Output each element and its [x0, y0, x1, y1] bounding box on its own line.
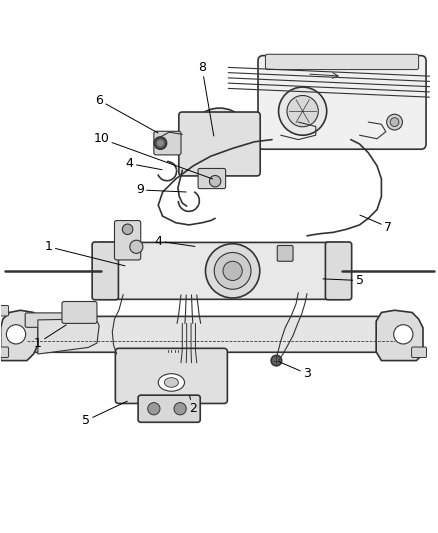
FancyBboxPatch shape — [411, 347, 426, 358]
Circle shape — [386, 114, 402, 130]
Circle shape — [130, 240, 143, 253]
Circle shape — [157, 140, 163, 146]
Text: 2: 2 — [189, 396, 197, 415]
FancyBboxPatch shape — [115, 349, 227, 403]
Polygon shape — [375, 310, 422, 361]
FancyBboxPatch shape — [92, 242, 118, 300]
FancyBboxPatch shape — [178, 112, 260, 176]
Circle shape — [207, 127, 231, 151]
FancyBboxPatch shape — [198, 168, 225, 189]
Circle shape — [286, 95, 318, 127]
Ellipse shape — [158, 374, 184, 391]
Text: 6: 6 — [95, 94, 158, 133]
Circle shape — [148, 402, 159, 415]
Text: 8: 8 — [198, 61, 213, 136]
Text: 5: 5 — [82, 401, 127, 427]
Circle shape — [389, 118, 398, 126]
Circle shape — [393, 325, 412, 344]
Circle shape — [205, 244, 259, 298]
FancyBboxPatch shape — [114, 221, 141, 260]
Circle shape — [196, 117, 242, 162]
Circle shape — [278, 87, 326, 135]
FancyBboxPatch shape — [0, 347, 9, 358]
Text: 7: 7 — [359, 215, 391, 233]
FancyBboxPatch shape — [0, 305, 9, 316]
Polygon shape — [1, 310, 38, 361]
FancyBboxPatch shape — [277, 246, 292, 261]
Circle shape — [122, 224, 133, 235]
Text: 9: 9 — [136, 183, 186, 197]
FancyBboxPatch shape — [97, 243, 346, 300]
Text: 10: 10 — [93, 132, 212, 179]
Polygon shape — [38, 319, 99, 354]
FancyBboxPatch shape — [265, 54, 418, 70]
Text: 1: 1 — [34, 325, 66, 350]
Text: 3: 3 — [278, 362, 310, 380]
FancyBboxPatch shape — [325, 242, 351, 300]
FancyBboxPatch shape — [138, 395, 200, 422]
Circle shape — [7, 325, 25, 344]
Circle shape — [154, 137, 166, 149]
FancyBboxPatch shape — [62, 302, 97, 324]
Text: 5: 5 — [322, 274, 363, 287]
Ellipse shape — [164, 378, 178, 387]
FancyBboxPatch shape — [25, 313, 64, 327]
Text: 1: 1 — [45, 240, 125, 266]
FancyBboxPatch shape — [153, 131, 180, 155]
FancyBboxPatch shape — [258, 55, 425, 149]
Circle shape — [187, 108, 251, 171]
Circle shape — [209, 175, 220, 187]
Circle shape — [223, 261, 242, 280]
Circle shape — [173, 402, 186, 415]
Text: 4: 4 — [126, 157, 162, 170]
Circle shape — [271, 356, 281, 366]
FancyBboxPatch shape — [20, 317, 405, 352]
Text: 4: 4 — [154, 235, 194, 248]
Circle shape — [214, 253, 251, 289]
